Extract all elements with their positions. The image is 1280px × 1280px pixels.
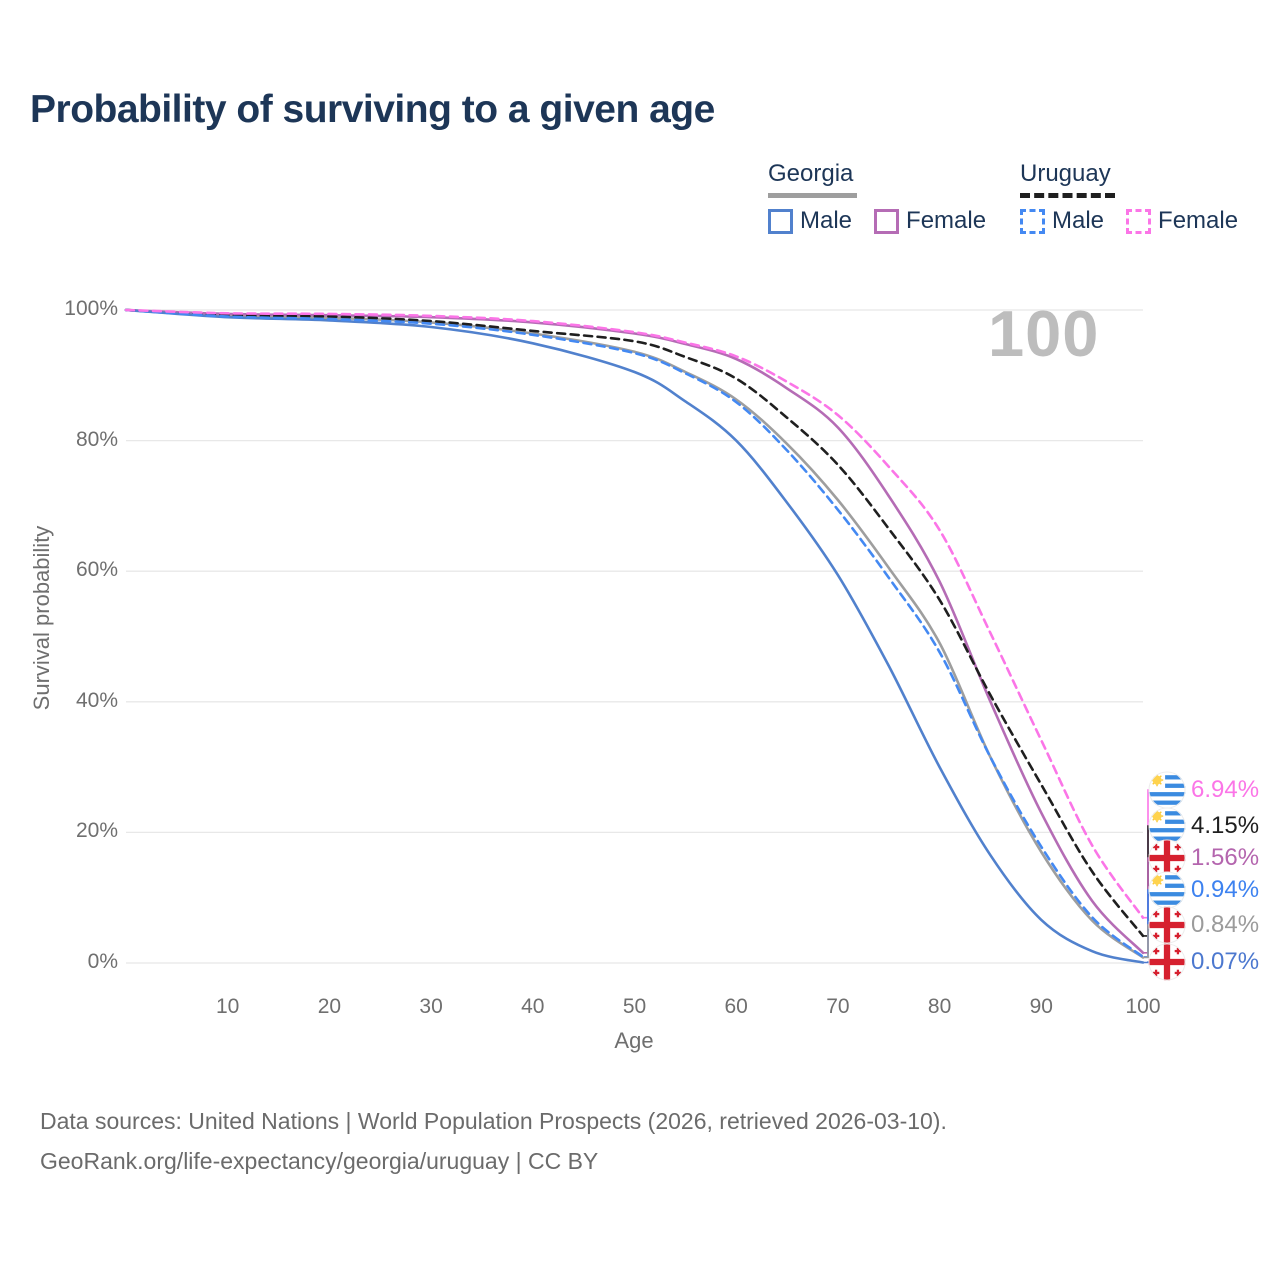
georgia-flag-icon	[1148, 943, 1186, 981]
legend-item-georgia-male[interactable]: Male	[768, 207, 852, 235]
legend-item-uruguay-male[interactable]: Male	[1020, 207, 1104, 235]
legend-items-uruguay: Male Female	[1020, 207, 1238, 235]
series-line-uruguay-total[interactable]	[124, 308, 1145, 938]
y-tick-label-100: 100%	[64, 297, 118, 320]
end-label-value: 0.07%	[1191, 948, 1260, 975]
uruguay-flag-icon	[1148, 807, 1186, 845]
georgia-female-swatch-icon	[874, 208, 900, 234]
series-line-georgia-female[interactable]	[124, 308, 1145, 955]
end-label-value: 0.84%	[1191, 911, 1260, 938]
series-line-uruguay-male[interactable]	[124, 308, 1145, 959]
end-label-6.94%: 6.94%	[1148, 771, 1259, 809]
x-tick-label-20: 20	[317, 995, 342, 1018]
x-tick-label-50: 50	[622, 995, 647, 1018]
georgia-flag-icon	[1148, 906, 1186, 944]
x-axis-title: Age	[614, 1028, 654, 1053]
y-tick-label-60: 60%	[75, 558, 118, 582]
legend-label-uruguay-male: Male	[1052, 207, 1105, 234]
page-title: Probability of surviving to a given age	[30, 88, 715, 131]
legend-items-georgia: Male Female	[768, 207, 986, 235]
series-line-georgia-total[interactable]	[124, 308, 1145, 959]
uruguay-flag-icon	[1148, 771, 1186, 809]
end-label-value: 0.94%	[1191, 876, 1260, 903]
x-tick-label-90: 90	[1029, 995, 1053, 1018]
x-tick-label-80: 80	[927, 995, 952, 1018]
age-watermark: 100	[988, 297, 1100, 370]
legend-item-georgia-female[interactable]: Female	[874, 207, 986, 235]
end-label-0.84%: 0.84%	[1148, 906, 1259, 944]
x-tick-label-10: 10	[216, 995, 240, 1018]
x-tick-label-60: 60	[724, 995, 748, 1018]
end-label-0.94%: 0.94%	[1148, 871, 1259, 909]
georgia-flag-icon	[1148, 839, 1186, 877]
series-line-georgia-male[interactable]	[124, 308, 1145, 964]
y-tick-label-80: 80%	[75, 427, 118, 451]
legend-group-georgia: Georgia Male Female	[768, 160, 986, 235]
end-label-value: 4.15%	[1191, 812, 1260, 839]
series-line-uruguay-female[interactable]	[124, 308, 1145, 919]
end-label-4.15%: 4.15%	[1148, 807, 1259, 845]
end-label-0.07%: 0.07%	[1148, 943, 1259, 981]
source-url-line: GeoRank.org/life-expectancy/georgia/urug…	[40, 1148, 599, 1174]
legend-label-georgia-female: Female	[906, 207, 987, 234]
legend-group-uruguay: Uruguay Male Female	[1020, 160, 1238, 235]
georgia-male-swatch-icon	[768, 208, 793, 234]
legend-label-georgia-male: Male	[800, 207, 853, 234]
uruguay-flag-icon	[1148, 871, 1186, 909]
end-label-1.56%: 1.56%	[1148, 839, 1259, 877]
uruguay-female-swatch-icon	[1126, 208, 1152, 234]
end-label-value: 1.56%	[1191, 844, 1260, 871]
y-tick-label-0: 0%	[87, 950, 118, 973]
x-tick-label-40: 40	[521, 995, 545, 1018]
end-label-value: 6.94%	[1191, 776, 1260, 803]
x-tick-label-30: 30	[419, 995, 443, 1018]
x-tick-label-70: 70	[826, 995, 850, 1018]
data-sources-line: Data sources: United Nations | World Pop…	[40, 1108, 947, 1134]
legend-item-uruguay-female[interactable]: Female	[1126, 207, 1238, 235]
y-tick-label-40: 40%	[75, 688, 118, 712]
y-tick-label-20: 20%	[75, 819, 118, 843]
legend-country-georgia: Georgia	[768, 160, 858, 198]
legend-country-uruguay: Uruguay	[1020, 160, 1115, 198]
uruguay-male-swatch-icon	[1020, 208, 1045, 234]
legend-label-uruguay-female: Female	[1158, 207, 1239, 234]
x-tick-label-100: 100	[1125, 995, 1161, 1018]
